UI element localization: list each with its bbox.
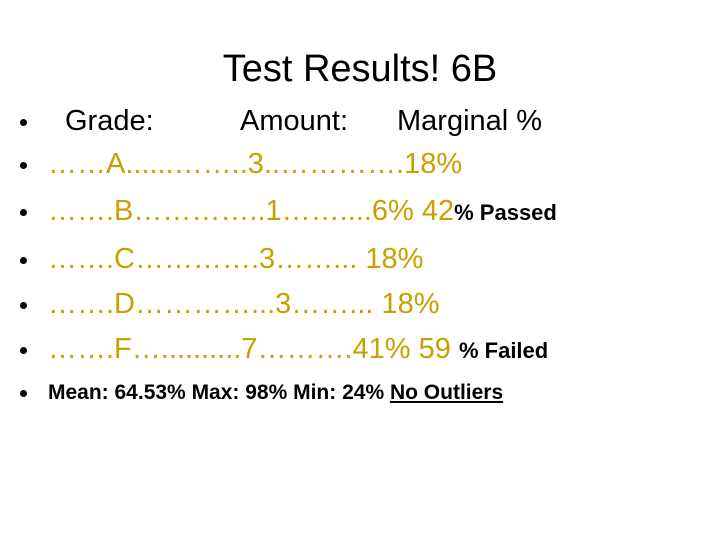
row-text: …….F…..........7……….41% xyxy=(48,333,411,365)
row-text: …….B…………..1……....6% xyxy=(48,195,414,227)
bullet xyxy=(20,302,27,309)
row: …….F…..........7……….41% 59 % Failed xyxy=(48,335,548,364)
bullet xyxy=(20,347,27,354)
summary-stats: Mean: 64.53% Max: 98% Min: 24% xyxy=(48,381,385,404)
title: Test Results! 6B xyxy=(222,48,498,90)
bullet xyxy=(20,257,27,264)
header-amount: Amount: xyxy=(240,105,348,137)
bullet xyxy=(20,119,27,126)
row-note-label: % Failed xyxy=(458,338,549,363)
bullet xyxy=(20,162,27,169)
header-grade: Grade: xyxy=(65,105,154,137)
row-text: …….D…………...3……... 18% xyxy=(48,288,440,320)
header-marginal: Marginal % xyxy=(397,105,543,137)
bullet xyxy=(20,209,27,216)
summary-outliers: No Outliers xyxy=(389,381,504,404)
row-note-label: % Passed xyxy=(454,200,557,225)
row-note-value: 59 xyxy=(418,333,451,365)
bullet xyxy=(20,390,27,397)
row-text: ……A......……..3..………….18% xyxy=(48,148,463,180)
row: …….B…………..1……....6% 42% Passed xyxy=(48,197,557,226)
row-note-value: 42 xyxy=(421,195,455,227)
row-text: …….C………….3……... 18% xyxy=(48,243,424,275)
summary: Mean: 64.53% Max: 98% Min: 24% No Outlie… xyxy=(48,382,503,403)
